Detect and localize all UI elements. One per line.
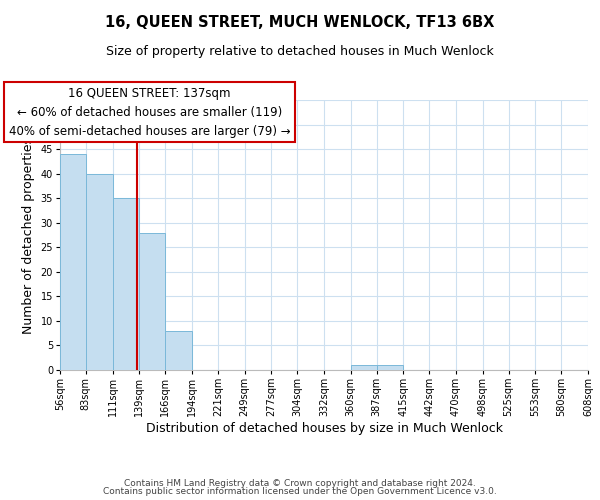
Text: Contains HM Land Registry data © Crown copyright and database right 2024.: Contains HM Land Registry data © Crown c…: [124, 478, 476, 488]
Bar: [86, 174, 113, 370]
Text: 16 QUEEN STREET: 137sqm
← 60% of detached houses are smaller (119)
40% of semi-d: 16 QUEEN STREET: 137sqm ← 60% of detache…: [8, 87, 290, 138]
Bar: [60, 154, 86, 370]
Text: 16, QUEEN STREET, MUCH WENLOCK, TF13 6BX: 16, QUEEN STREET, MUCH WENLOCK, TF13 6BX: [106, 15, 494, 30]
Bar: [139, 232, 165, 370]
X-axis label: Distribution of detached houses by size in Much Wenlock: Distribution of detached houses by size …: [146, 422, 503, 435]
Text: Size of property relative to detached houses in Much Wenlock: Size of property relative to detached ho…: [106, 45, 494, 58]
Bar: [113, 198, 139, 370]
Text: Contains public sector information licensed under the Open Government Licence v3: Contains public sector information licen…: [103, 487, 497, 496]
Bar: [351, 365, 377, 370]
Y-axis label: Number of detached properties: Number of detached properties: [22, 136, 35, 334]
Bar: [377, 365, 403, 370]
Bar: [165, 330, 192, 370]
